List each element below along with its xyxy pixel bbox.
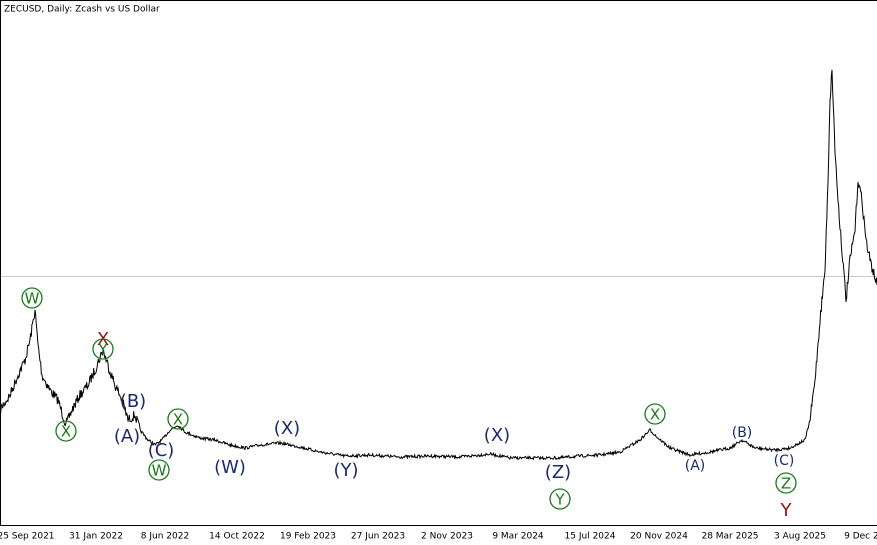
chart-title: ZECUSD, Daily: Zcash vs US Dollar (4, 5, 160, 15)
wave-label: (B) (120, 391, 146, 412)
wave-label: (Z) (545, 462, 571, 483)
wave-label: Y (780, 500, 793, 521)
wave-circle (167, 408, 189, 430)
date-label: 27 Jun 2023 (351, 532, 405, 542)
wave-circle (644, 403, 666, 425)
wave-circle (92, 338, 114, 360)
wave-label: (A) (685, 458, 706, 474)
wave-circle (55, 420, 77, 442)
wave-circle (148, 459, 170, 481)
wave-label: X (650, 406, 660, 424)
wave-label: (C) (148, 440, 175, 461)
date-label: 14 Oct 2022 (209, 532, 265, 542)
wave-label: X (61, 423, 71, 441)
date-label: 31 Jan 2022 (69, 532, 123, 542)
date-label: 19 Feb 2023 (280, 532, 336, 542)
wave-label: (X) (274, 418, 300, 439)
wave-label: (C) (774, 453, 795, 469)
wave-label: Y (97, 341, 108, 359)
wave-circle (21, 287, 43, 309)
date-label: 20 Nov 2024 (630, 532, 688, 542)
date-label: 2 Nov 2023 (421, 532, 473, 542)
wave-label: W (25, 290, 40, 308)
wave-label: (Y) (333, 460, 358, 481)
wave-label: Z (781, 475, 791, 493)
wave-label: (W) (214, 457, 246, 478)
wave-label: (B) (732, 425, 753, 441)
wave-circle (549, 488, 571, 510)
date-label: 28 Mar 2025 (701, 532, 758, 542)
wave-circle (775, 472, 797, 494)
date-label: 3 Aug 2025 (774, 532, 826, 542)
wave-label: (X) (484, 425, 510, 446)
wave-label: W (152, 462, 167, 480)
date-label: 25 Sep 2021 (0, 532, 55, 542)
date-label: 9 Mar 2024 (492, 532, 544, 542)
wave-label: X (173, 411, 183, 429)
price-line (0, 69, 877, 461)
date-label: 9 Dec 2025 (844, 532, 877, 542)
date-label: 15 Jul 2024 (565, 532, 616, 542)
wave-label: (A) (114, 426, 140, 447)
date-label: 8 Jun 2022 (141, 532, 189, 542)
wave-label: Y (554, 491, 565, 509)
